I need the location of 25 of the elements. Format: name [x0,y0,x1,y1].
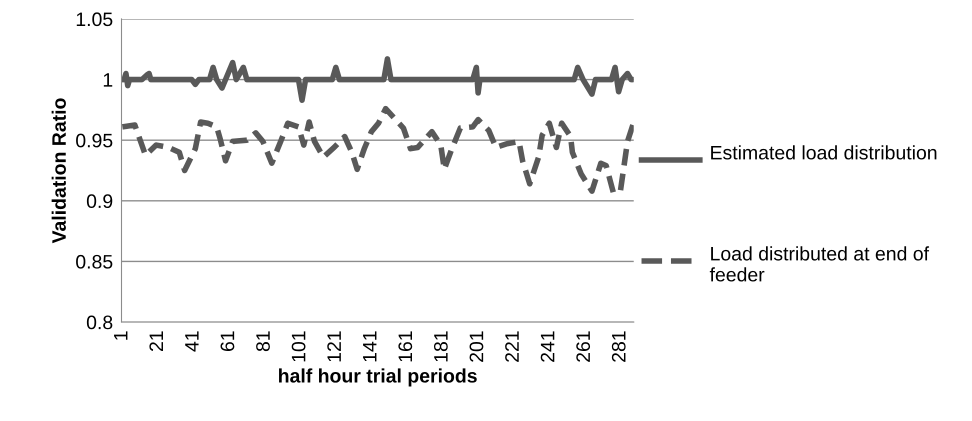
x-tick-label: 201 [470,331,484,362]
y-tick-label: 0.95 [76,134,112,148]
x-axis-title: half hour trial periods [279,368,477,387]
x-tick-label: 261 [576,331,590,362]
x-tick-label: 21 [149,331,163,352]
y-tick-label: 0.8 [86,316,112,330]
x-tick-label: 181 [434,331,448,362]
legend-label: Load distributed at end of feeder [710,246,930,282]
x-tick-label: 81 [256,331,270,352]
x-tick-label: 101 [292,331,306,362]
x-tick-label: 1 [114,331,128,340]
legend-label: Estimated load distribution [711,145,936,160]
x-tick-label: 241 [540,331,554,362]
y-tick-label: 0.85 [76,254,112,269]
y-axis-title: Validation Ratio [52,98,66,244]
x-tick-label: 161 [398,331,412,362]
x-tick-label: 141 [363,331,376,362]
x-tick-label: 221 [505,331,519,362]
x-tick-label: 121 [327,331,341,362]
x-tick-label: 61 [220,331,234,352]
y-tick-label: 1.05 [76,12,112,26]
x-tick-label: 281 [612,331,626,362]
y-tick-label: 1 [104,73,112,87]
x-tick-label: 41 [185,331,199,352]
y-tick-label: 0.9 [86,194,112,208]
